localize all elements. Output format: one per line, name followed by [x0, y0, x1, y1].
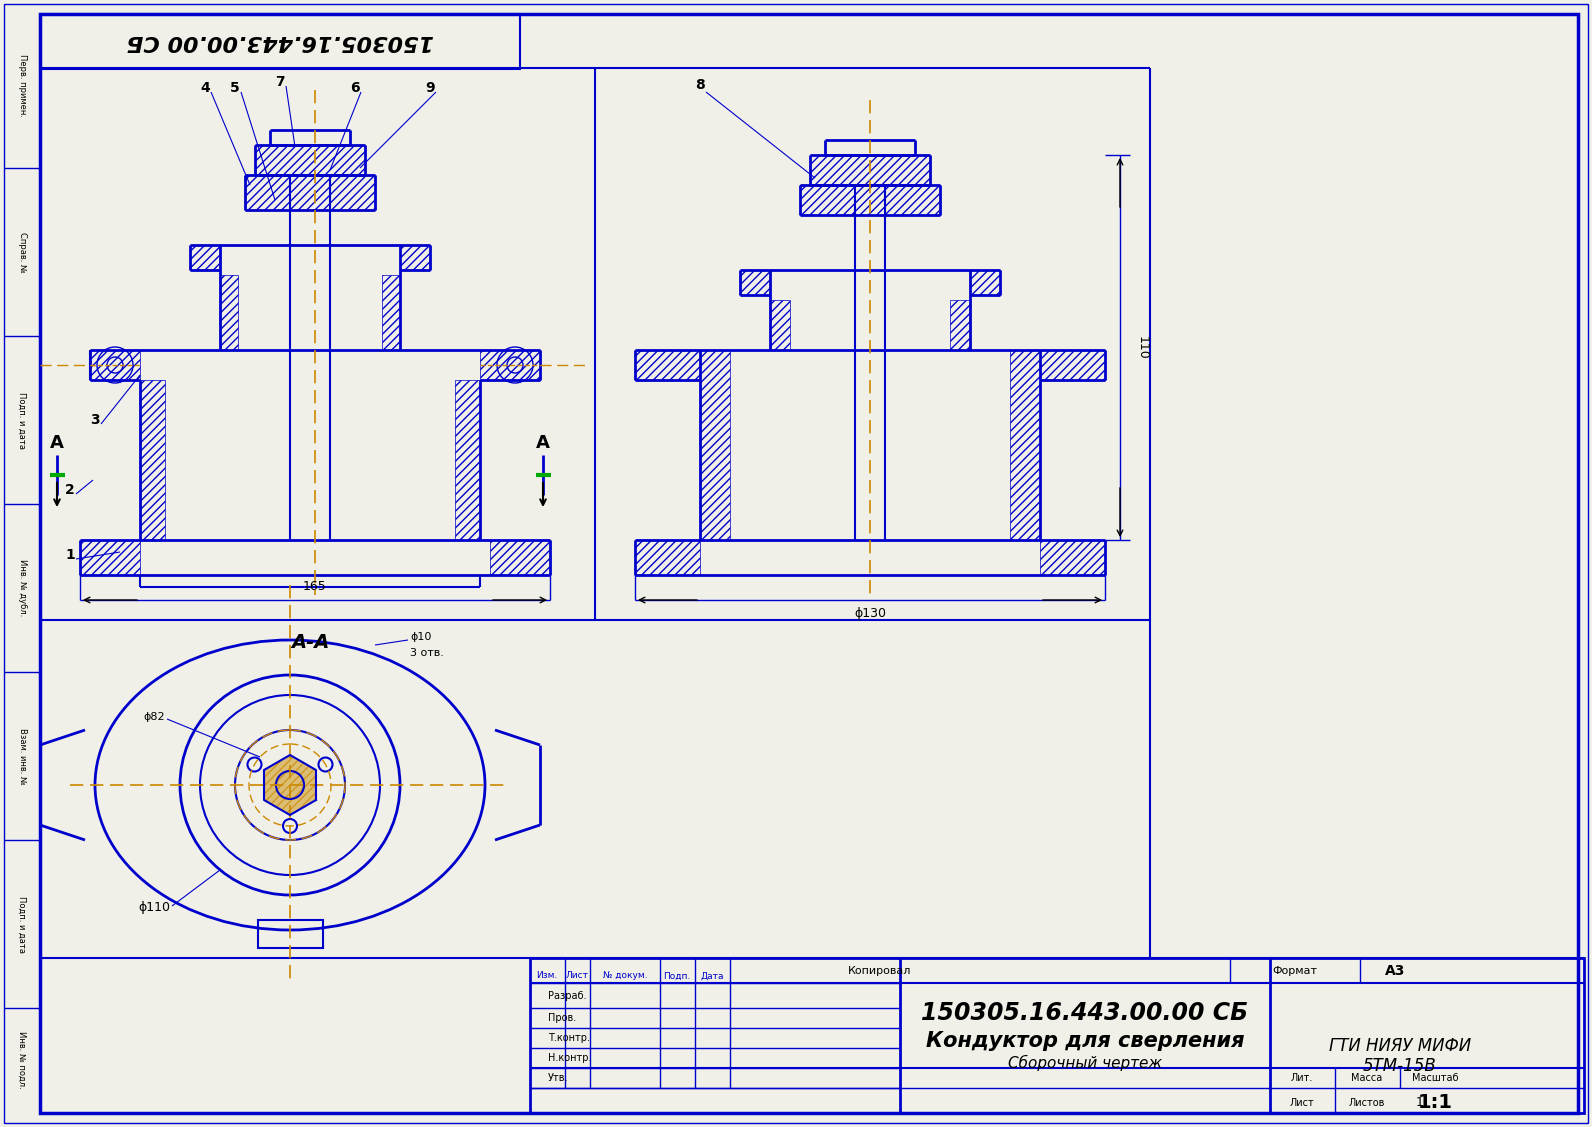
- Text: Инв. № дубл.: Инв. № дубл.: [18, 559, 27, 616]
- Bar: [481, 350, 540, 380]
- Text: Взам. инв. №: Взам. инв. №: [18, 728, 27, 784]
- Text: ГТИ НИЯУ МИФИ: ГТИ НИЯУ МИФИ: [1329, 1037, 1471, 1055]
- Bar: [771, 300, 790, 350]
- Text: 110: 110: [1135, 336, 1148, 360]
- Bar: [635, 540, 700, 575]
- Text: Лист: Лист: [565, 971, 589, 980]
- Text: А: А: [49, 434, 64, 452]
- Bar: [530, 958, 1584, 1113]
- Text: ϕ82: ϕ82: [143, 712, 166, 722]
- Text: 9: 9: [425, 81, 435, 95]
- Bar: [245, 175, 376, 210]
- Text: 5ТМ-15В: 5ТМ-15В: [1363, 1057, 1438, 1075]
- Bar: [255, 145, 365, 175]
- Text: А3: А3: [1385, 964, 1406, 978]
- Text: 150305.16.443.00.00 СБ: 150305.16.443.00.00 СБ: [922, 1001, 1248, 1024]
- Text: Дата: Дата: [700, 971, 724, 980]
- Text: Н.контр.: Н.контр.: [548, 1053, 592, 1063]
- Text: 5: 5: [231, 81, 240, 95]
- Text: 150305.16.443.00.00 СБ: 150305.16.443.00.00 СБ: [126, 32, 433, 51]
- Polygon shape: [264, 755, 315, 815]
- Text: 1: 1: [1415, 1097, 1423, 1109]
- Text: ϕ130: ϕ130: [853, 607, 887, 621]
- Bar: [40, 14, 521, 69]
- Text: Подп.: Подп.: [664, 971, 691, 980]
- Text: 8: 8: [696, 78, 705, 92]
- Bar: [91, 350, 140, 380]
- Text: 3: 3: [91, 412, 100, 427]
- Text: Изм.: Изм.: [537, 971, 557, 980]
- Text: 1: 1: [65, 548, 75, 562]
- Text: Инв. № подл.: Инв. № подл.: [18, 1031, 27, 1089]
- Text: 2: 2: [65, 483, 75, 497]
- Text: Т.контр.: Т.контр.: [548, 1033, 591, 1042]
- Text: Лит.: Лит.: [1291, 1073, 1313, 1083]
- Bar: [382, 275, 400, 350]
- Bar: [189, 245, 220, 270]
- Text: Подп. и дата: Подп. и дата: [18, 391, 27, 449]
- Bar: [490, 540, 549, 575]
- Bar: [1040, 350, 1105, 380]
- Text: Разраб.: Разраб.: [548, 991, 586, 1001]
- Text: Копировал: Копировал: [849, 966, 912, 976]
- Text: 4: 4: [201, 81, 210, 95]
- Text: Справ. №: Справ. №: [18, 232, 27, 273]
- Text: А-А: А-А: [291, 632, 330, 651]
- Text: Масштаб: Масштаб: [1412, 1073, 1458, 1083]
- Bar: [970, 270, 1000, 295]
- Bar: [740, 270, 771, 295]
- Bar: [400, 245, 430, 270]
- Bar: [140, 380, 166, 540]
- Text: Перв. примен.: Перв. примен.: [18, 53, 27, 116]
- Text: ϕ110: ϕ110: [139, 902, 170, 914]
- Text: № докум.: № докум.: [603, 971, 648, 980]
- Bar: [810, 156, 930, 185]
- Text: Формат: Формат: [1272, 966, 1318, 976]
- Text: Подп. и дата: Подп. и дата: [18, 896, 27, 952]
- Bar: [258, 920, 323, 948]
- Text: Утв.: Утв.: [548, 1073, 568, 1083]
- Bar: [80, 540, 140, 575]
- Text: Листов: Листов: [1348, 1098, 1385, 1108]
- Text: 6: 6: [350, 81, 360, 95]
- Bar: [220, 275, 237, 350]
- Text: ϕ10: ϕ10: [411, 632, 431, 642]
- Text: Масса: Масса: [1352, 1073, 1382, 1083]
- Bar: [950, 300, 970, 350]
- Text: Сборочный чертеж: Сборочный чертеж: [1008, 1055, 1162, 1071]
- Bar: [635, 350, 700, 380]
- Bar: [1040, 540, 1105, 575]
- Bar: [455, 380, 481, 540]
- Text: Кондуктор для сверления: Кондуктор для сверления: [927, 1031, 1245, 1051]
- Text: 165: 165: [302, 579, 326, 593]
- Text: 1:1: 1:1: [1417, 1093, 1452, 1112]
- Text: А: А: [537, 434, 549, 452]
- Text: 3 отв.: 3 отв.: [411, 648, 444, 658]
- Bar: [1009, 350, 1040, 540]
- Text: Пров.: Пров.: [548, 1013, 576, 1023]
- Bar: [700, 350, 731, 540]
- Bar: [801, 185, 939, 215]
- Text: Лист: Лист: [1290, 1098, 1315, 1108]
- Text: 7: 7: [275, 76, 285, 89]
